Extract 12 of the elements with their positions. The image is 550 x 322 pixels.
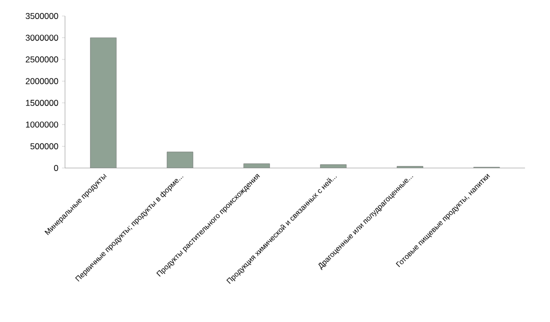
y-tick-label: 3500000 (26, 13, 58, 20)
y-tick-label: 0 (54, 165, 58, 172)
bar (90, 38, 116, 168)
bar (320, 164, 346, 168)
y-tick-label: 1500000 (26, 100, 58, 106)
y-tick-label: 2000000 (26, 78, 58, 84)
y-tick-label: 500000 (30, 143, 58, 150)
y-tick-label: 3000000 (26, 34, 58, 41)
y-tick-label: 1000000 (26, 122, 58, 128)
bar (244, 164, 270, 168)
bar (166, 152, 194, 168)
y-tick-label: 2500000 (26, 56, 58, 62)
